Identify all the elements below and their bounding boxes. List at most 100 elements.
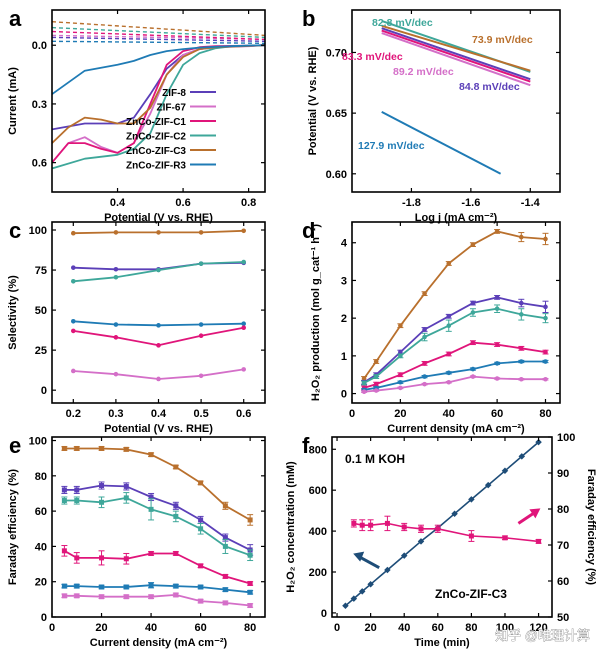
x-tick-label: 0.6 xyxy=(236,408,251,420)
right-axis-arrowhead xyxy=(529,508,541,519)
data-point xyxy=(123,584,129,590)
y-tick-label: 40 xyxy=(35,541,47,553)
data-point xyxy=(156,267,161,273)
data-point xyxy=(247,552,253,558)
data-point xyxy=(367,581,374,588)
plot-frame-d xyxy=(351,221,561,404)
data-point xyxy=(61,487,67,493)
data-point xyxy=(484,481,492,489)
x-tick-label: 100 xyxy=(496,622,514,634)
data-point xyxy=(417,538,425,545)
x-tick-label: 60 xyxy=(491,408,503,420)
data-point xyxy=(494,295,500,300)
data-point xyxy=(446,323,452,328)
data-point xyxy=(198,517,204,523)
data-point xyxy=(519,234,524,240)
data-point xyxy=(422,327,427,332)
data-point xyxy=(173,592,179,598)
data-point xyxy=(198,563,204,569)
data-point xyxy=(123,495,129,501)
slope-annotation: 82.8 mV/dec xyxy=(372,17,433,29)
data-point xyxy=(518,453,526,460)
data-point xyxy=(241,228,246,234)
data-point xyxy=(543,315,548,321)
series-line xyxy=(64,484,251,551)
plot-frame-c xyxy=(51,221,266,404)
x-axis-label: Current density (mA cm⁻²) xyxy=(90,637,228,649)
y-tick-label: 800 xyxy=(309,444,327,456)
data-point xyxy=(350,595,358,602)
data-point xyxy=(99,594,105,600)
series-line xyxy=(64,594,251,607)
legend-label: ZIF-8 xyxy=(162,88,186,99)
data-point xyxy=(71,368,76,374)
data-point xyxy=(113,371,119,377)
x-axis-label: Potential (V vs. RHE) xyxy=(104,423,213,435)
y-tick-label: 200 xyxy=(309,567,327,579)
panel-letter-f: f xyxy=(302,433,310,458)
concentration-line xyxy=(344,441,540,607)
fit-line xyxy=(381,32,531,87)
faraday-line xyxy=(353,522,539,543)
data-point xyxy=(247,603,253,609)
data-point xyxy=(494,229,500,234)
y-tick-label: 400 xyxy=(309,526,327,538)
x-tick-label: 0.6 xyxy=(175,197,190,209)
data-point xyxy=(470,310,476,315)
data-point xyxy=(148,550,154,556)
data-point xyxy=(222,503,228,509)
data-point xyxy=(148,452,154,458)
data-point xyxy=(351,520,357,526)
fit-line xyxy=(381,111,502,175)
data-point xyxy=(361,380,367,386)
y-axis-label: Current (mA) xyxy=(7,67,19,135)
data-point xyxy=(173,583,179,589)
x-tick-label: 0 xyxy=(349,408,355,420)
data-point xyxy=(401,524,407,530)
x-tick-label: 60 xyxy=(432,622,444,634)
data-point xyxy=(470,366,476,372)
data-point xyxy=(241,259,246,265)
data-point xyxy=(358,588,366,595)
data-point xyxy=(361,376,367,381)
data-point xyxy=(61,593,67,599)
data-point xyxy=(451,510,458,517)
x-tick-label: 0.2 xyxy=(66,408,81,420)
data-point xyxy=(113,335,119,340)
y-tick-label: 0.70 xyxy=(326,47,347,59)
data-point xyxy=(156,323,161,328)
left-axis-arrowhead xyxy=(353,551,365,562)
data-point xyxy=(222,535,228,541)
data-point xyxy=(494,361,500,366)
data-point xyxy=(543,359,548,364)
data-point xyxy=(247,517,253,523)
panel-letter-c: c xyxy=(9,218,21,243)
data-point xyxy=(446,261,452,266)
data-point xyxy=(241,325,246,331)
y-tick-label: 80 xyxy=(35,471,47,483)
data-point xyxy=(241,367,246,372)
data-point xyxy=(61,498,67,504)
x-tick-label: 20 xyxy=(394,408,406,420)
series-line xyxy=(63,550,251,585)
y-axis-label: H₂O₂ production (mol g_cat⁻¹ h⁻¹) xyxy=(310,224,322,402)
data-point xyxy=(359,522,365,528)
data-point xyxy=(74,583,80,589)
data-point xyxy=(519,312,524,317)
series-line-zif-8-ring- xyxy=(52,36,265,42)
data-point xyxy=(543,349,548,355)
slope-annotation: 73.9 mV/dec xyxy=(472,34,533,46)
x-tick-label: 20 xyxy=(95,622,107,634)
data-point xyxy=(494,376,500,381)
y-tick-label: 3 xyxy=(341,275,347,287)
data-point xyxy=(247,589,253,595)
data-point xyxy=(123,594,129,600)
data-point xyxy=(536,538,542,544)
slope-annotation: 84.8 mV/dec xyxy=(459,81,520,93)
data-point xyxy=(71,265,76,270)
y-tick-label: 0.60 xyxy=(326,169,347,181)
data-point xyxy=(198,584,204,590)
y-tick-label: 75 xyxy=(35,265,47,277)
y2-axis-label: Faraday efficiency (%) xyxy=(585,469,597,585)
data-point xyxy=(519,359,524,364)
